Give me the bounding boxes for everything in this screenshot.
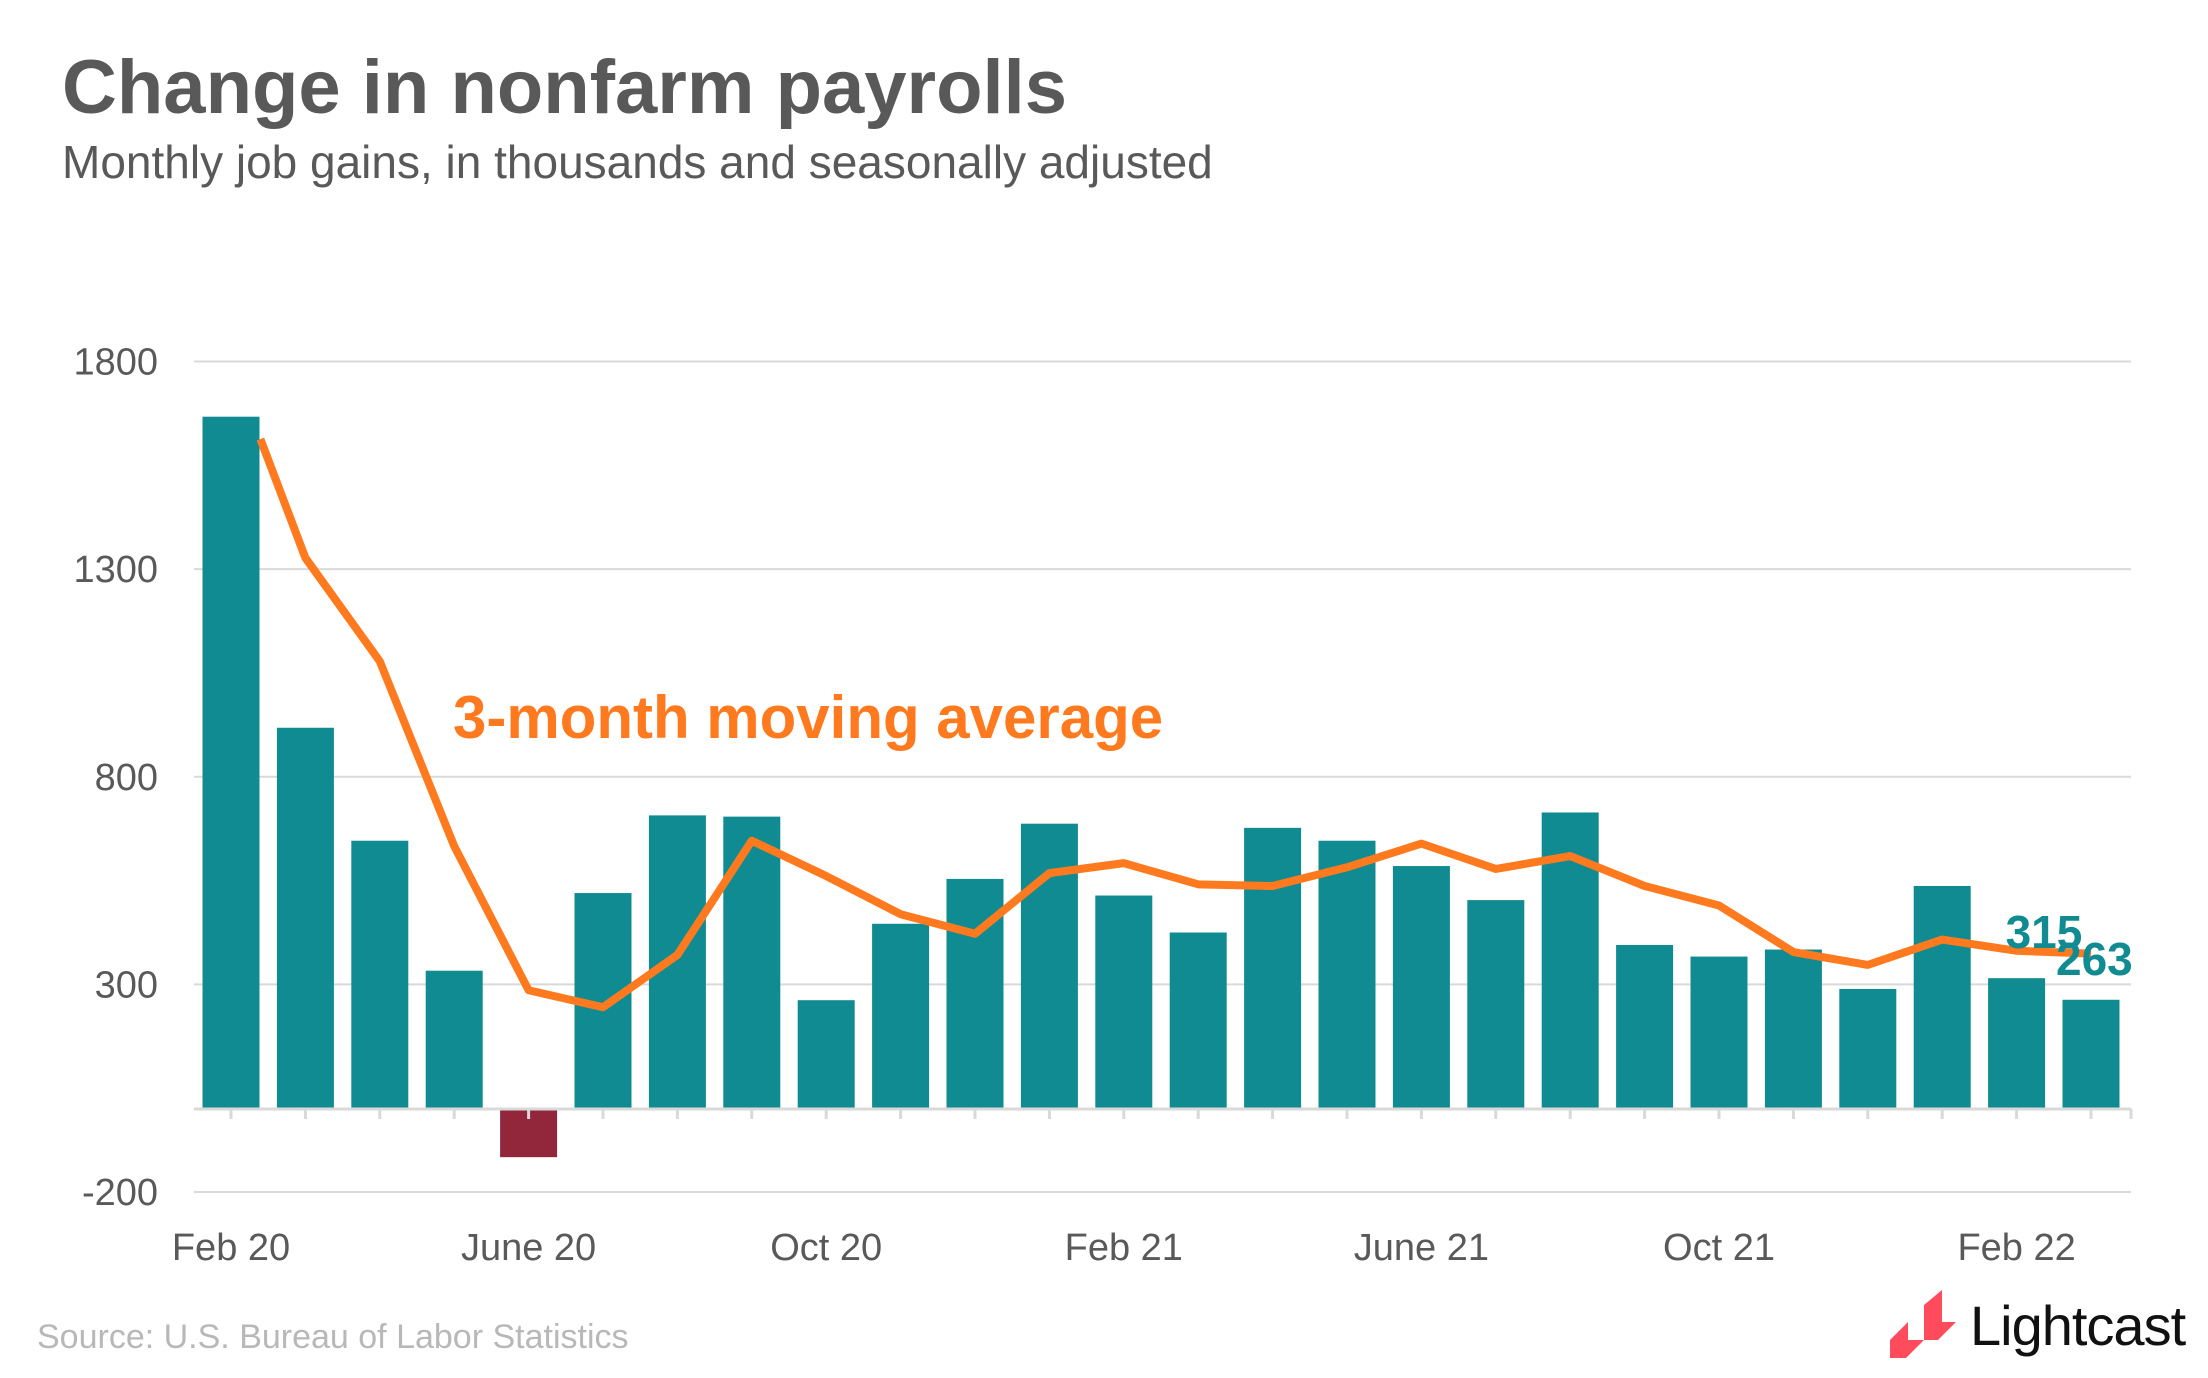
- data-label: 263: [2056, 933, 2133, 985]
- chart-subtitle: Monthly job gains, in thousands and seas…: [62, 136, 1213, 188]
- bar: [1095, 895, 1153, 1109]
- bar: [797, 1000, 855, 1109]
- bar: [1988, 978, 2046, 1109]
- chart-title: Change in nonfarm payrolls: [62, 45, 1068, 130]
- bar: [1467, 900, 1525, 1109]
- x-tick-label: Oct 20: [770, 1227, 882, 1269]
- x-tick-label: Feb 22: [1957, 1227, 2075, 1269]
- x-tick-label: June 20: [461, 1227, 596, 1269]
- bar: [1690, 956, 1748, 1109]
- logo-text: Lightcast: [1970, 1293, 2186, 1357]
- bar: [723, 816, 781, 1109]
- bar: [1318, 840, 1376, 1109]
- bar: [1913, 885, 1971, 1109]
- x-tick-label: Feb 20: [172, 1227, 290, 1269]
- bar: [351, 840, 409, 1109]
- bar: [1244, 827, 1302, 1109]
- bar: [276, 727, 334, 1109]
- x-tick-label: Oct 21: [1663, 1227, 1775, 1269]
- lightcast-logo: Lightcast: [1890, 1290, 2186, 1360]
- data-label: 315: [2006, 906, 2083, 958]
- bar: [648, 815, 706, 1109]
- y-tick-label: 1800: [73, 341, 158, 383]
- bar: [1764, 949, 1822, 1109]
- y-tick-label: 300: [95, 964, 158, 1006]
- y-tick-label: 1300: [73, 549, 158, 591]
- x-tick-label: June 21: [1354, 1227, 1489, 1269]
- bar: [1839, 988, 1897, 1109]
- lightcast-logo-icon: [1890, 1290, 1956, 1358]
- bar: [1392, 866, 1450, 1109]
- bar: [872, 923, 930, 1109]
- y-tick-label: 800: [95, 757, 158, 799]
- bar: [2062, 999, 2120, 1109]
- line-annotation: 3-month moving average: [453, 684, 1163, 751]
- x-tick-label: Feb 21: [1065, 1227, 1183, 1269]
- moving-average-line: [256, 437, 2092, 1012]
- bar: [425, 970, 483, 1109]
- source-note: Source: U.S. Bureau of Labor Statistics: [37, 1318, 629, 1356]
- bar: [1616, 944, 1674, 1109]
- y-tick-label: -200: [82, 1172, 158, 1214]
- bar: [202, 416, 260, 1109]
- bar: [1169, 932, 1227, 1109]
